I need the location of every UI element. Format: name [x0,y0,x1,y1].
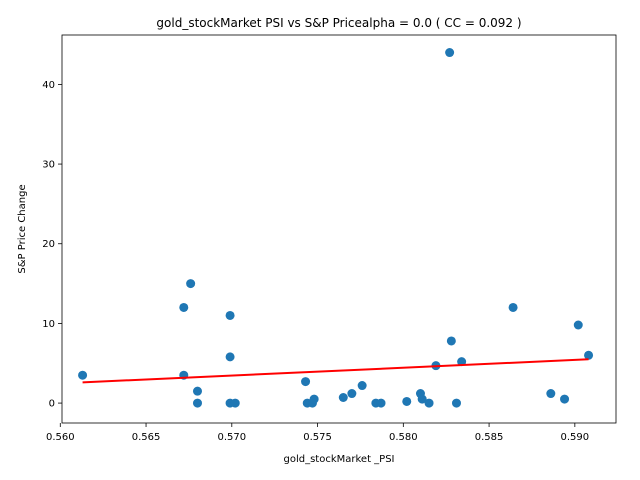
data-point [186,279,196,289]
data-point [225,352,235,362]
data-point [445,48,455,58]
x-tick-label: 0.560 [46,432,75,443]
x-tick-label: 0.565 [132,432,161,443]
y-tick-label: 40 [42,80,55,91]
y-tick-label: 10 [42,319,55,330]
chart-title: gold_stockMarket PSI vs S&P Pricealpha =… [156,16,521,30]
x-tick-label: 0.575 [303,432,332,443]
data-point [357,381,367,391]
data-point [451,398,461,408]
data-point [457,357,467,367]
data-point [584,350,594,360]
data-point [560,394,570,404]
y-tick-label: 0 [49,399,55,410]
data-point [78,370,88,380]
data-point [192,386,202,396]
data-point [309,394,319,404]
data-point [179,302,189,312]
regression-line [82,358,589,384]
plot-area [78,48,594,408]
y-tick-label: 20 [42,239,55,250]
x-axis: 0.560 0.565 0.570 0.575 0.580 0.585 0.590 [46,423,589,443]
y-axis-label: S&P Price Change [17,184,28,273]
x-tick-label: 0.585 [475,432,504,443]
data-point [446,336,456,346]
data-point [402,396,412,406]
data-point [376,398,386,408]
data-point [301,377,311,387]
data-point [338,393,348,403]
x-tick-label: 0.590 [561,432,590,443]
x-axis-label: gold_stockMarket _PSI [283,454,394,465]
y-tick-label: 30 [42,160,55,171]
data-point [225,310,235,320]
axes-frame [61,34,617,424]
data-point [424,398,434,408]
data-point [573,320,583,330]
data-point [546,389,556,399]
data-point [508,302,518,312]
x-tick-label: 0.580 [389,432,418,443]
y-axis: 0 10 20 30 40 [42,80,62,410]
data-point [192,398,202,408]
data-point [347,389,357,399]
x-tick-label: 0.570 [217,432,246,443]
data-point [230,398,240,408]
data-point [417,394,427,404]
